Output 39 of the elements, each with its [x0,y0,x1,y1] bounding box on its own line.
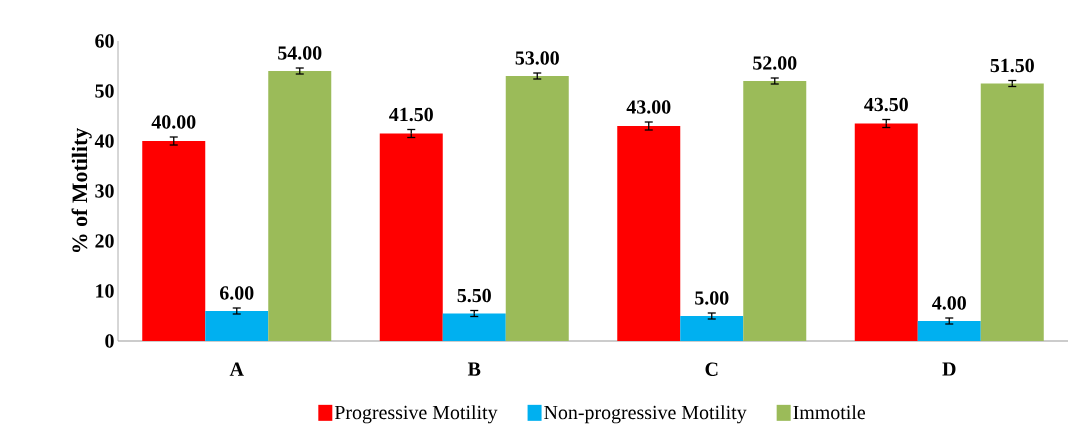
y-axis-title: % of Motility [71,127,92,253]
data-label: 52.00 [753,56,797,70]
bar [854,123,918,341]
y-tick-label: 60 [95,34,114,48]
bar [205,311,269,341]
legend-label: Non-progressive Motility [544,405,747,424]
bar [680,316,744,341]
data-label: 43.00 [626,100,671,114]
x-tick-label: C [705,362,718,376]
y-tick-label: 30 [95,184,114,198]
bar [442,313,506,341]
legend-label: Progressive Motility [334,405,498,424]
bar [980,83,1044,341]
legend-label: Immotile [793,405,866,420]
bar [268,71,332,341]
data-label: 43.50 [864,97,908,112]
data-label: 4.00 [932,296,966,310]
x-tick-label: B [467,362,481,376]
data-label: 51.50 [990,58,1034,73]
data-label: 53.00 [515,51,559,65]
data-label: 6.00 [220,286,254,300]
bar [142,141,206,341]
y-tick-label: 20 [95,234,114,248]
data-label: 40.00 [151,115,196,129]
data-label: 41.50 [389,107,433,122]
bar [917,321,981,341]
y-tick-label: 40 [94,134,114,148]
data-label: 5.00 [695,291,729,305]
y-tick-label: 50 [95,84,114,98]
y-tick-label: 10 [96,284,114,298]
data-label: 5.50 [457,288,491,303]
bar [505,76,569,341]
data-label: 54.00 [278,46,322,60]
bar [379,133,443,341]
x-tick-label: D [942,362,956,376]
y-tick-label: 0 [105,334,114,348]
x-tick-label: A [229,362,244,376]
bar [743,81,807,341]
bar [617,126,681,341]
